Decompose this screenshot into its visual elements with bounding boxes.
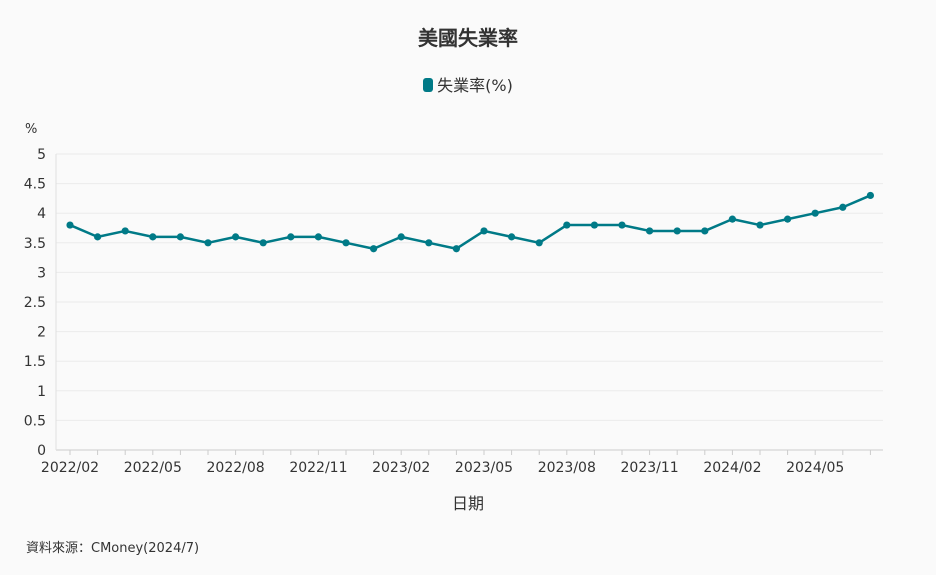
y-tick-label: 1	[37, 384, 46, 400]
y-tick-label: 3.5	[24, 236, 46, 252]
data-point[interactable]	[811, 209, 819, 217]
y-tick-label: 4.5	[24, 177, 46, 193]
x-axis-title: 日期	[451, 494, 484, 513]
data-point[interactable]	[563, 221, 571, 229]
y-tick-label: 3	[37, 265, 46, 281]
data-point[interactable]	[425, 239, 433, 247]
source-note: 資料來源：CMoney(2024/7)	[26, 541, 200, 556]
data-point[interactable]	[66, 221, 74, 229]
x-tick-label: 2024/02	[703, 460, 761, 476]
data-point[interactable]	[839, 203, 847, 211]
x-tick-label: 2022/02	[41, 460, 99, 476]
data-point[interactable]	[94, 233, 102, 241]
y-tick-label: 1.5	[24, 354, 46, 370]
x-tick-label: 2022/08	[207, 460, 265, 476]
data-point[interactable]	[397, 233, 405, 241]
data-point[interactable]	[480, 227, 488, 235]
data-point[interactable]	[232, 233, 240, 241]
data-point[interactable]	[646, 227, 654, 235]
series-line	[69, 194, 871, 250]
chart-title: 美國失業率	[418, 26, 518, 50]
data-point[interactable]	[508, 233, 516, 241]
data-point[interactable]	[784, 215, 792, 223]
data-point[interactable]	[370, 245, 378, 253]
y-tick-label: 2	[37, 325, 46, 341]
y-tick-label: 4	[37, 206, 46, 222]
data-point[interactable]	[728, 215, 737, 223]
data-point[interactable]	[756, 221, 764, 229]
legend[interactable]: 失業率(%)	[0, 72, 936, 96]
data-point[interactable]	[259, 239, 267, 247]
x-tick-label: 2024/05	[786, 460, 844, 476]
data-point[interactable]	[287, 233, 295, 241]
x-tick-label: 2023/08	[538, 460, 596, 476]
data-point[interactable]	[176, 233, 184, 241]
x-tick-label: 2022/05	[124, 460, 182, 476]
x-tick-label: 2022/11	[289, 460, 347, 476]
data-point[interactable]	[701, 227, 709, 235]
data-point[interactable]	[590, 221, 599, 229]
data-point[interactable]	[121, 227, 129, 235]
y-tick-label: 0.5	[24, 413, 46, 429]
legend-swatch	[423, 78, 434, 92]
x-tick-label: 2023/11	[621, 460, 679, 476]
x-tick-label: 2023/02	[372, 460, 430, 476]
y-tick-label: 5	[37, 147, 46, 163]
x-tick-label: 2023/05	[455, 460, 513, 476]
data-point[interactable]	[866, 191, 875, 200]
data-point[interactable]	[618, 221, 626, 229]
data-point[interactable]	[149, 233, 157, 241]
data-point[interactable]	[314, 233, 322, 241]
data-point[interactable]	[342, 239, 350, 247]
y-tick-label: 2.5	[24, 295, 46, 311]
data-point[interactable]	[204, 239, 212, 247]
y-axis-unit: %	[25, 122, 38, 137]
data-point[interactable]	[535, 239, 543, 247]
legend-label: 失業率(%)	[437, 76, 513, 95]
y-tick-label: 0	[37, 443, 46, 459]
data-point[interactable]	[452, 245, 460, 253]
data-point[interactable]	[673, 227, 681, 235]
